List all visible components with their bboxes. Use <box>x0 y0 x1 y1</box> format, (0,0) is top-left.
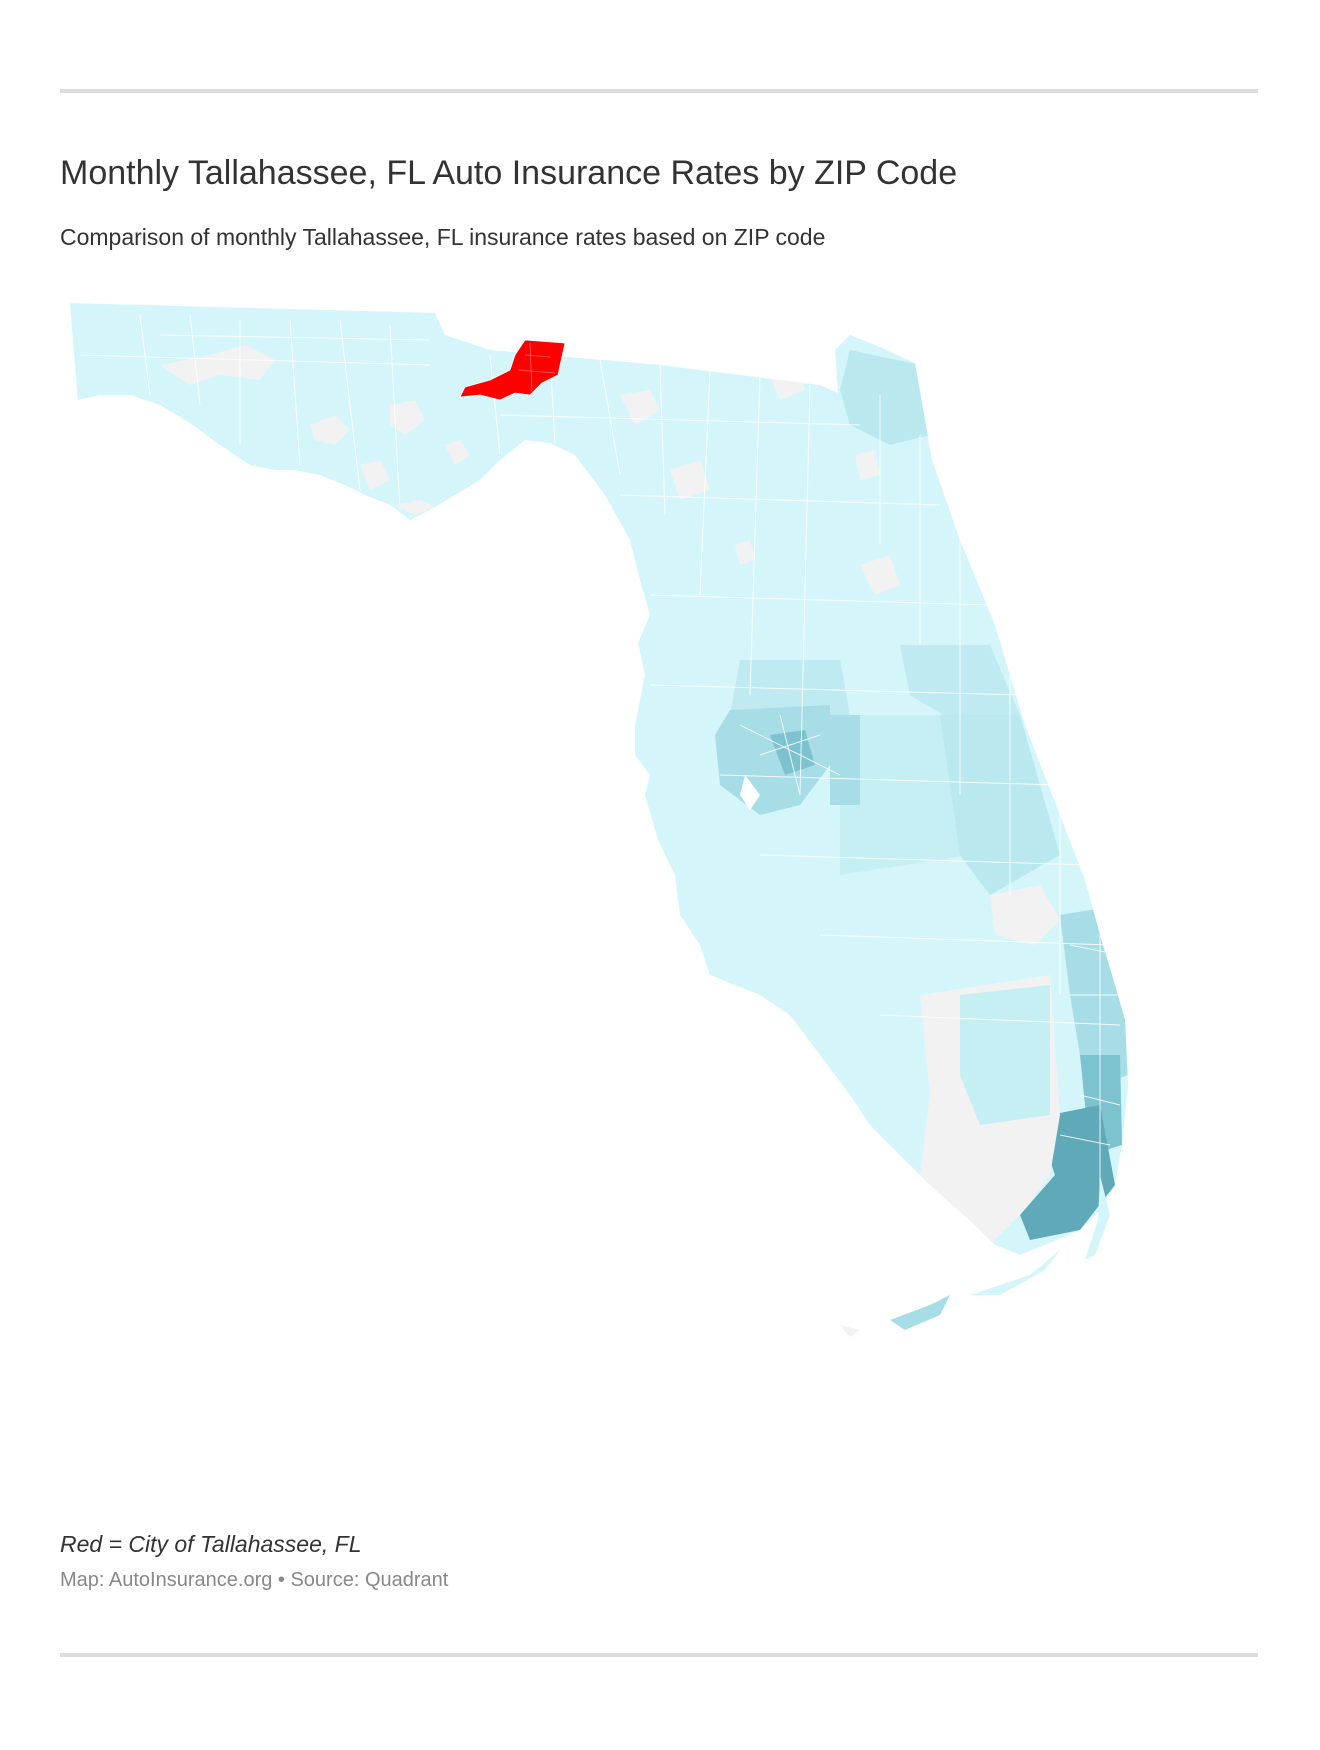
southwest-inland-zips <box>960 985 1050 1125</box>
central-south-zips <box>840 715 970 875</box>
no-data-region <box>445 440 470 465</box>
map-credit: Map: AutoInsurance.org • Source: Quadran… <box>60 1569 449 1591</box>
jacksonville-zips <box>840 350 930 445</box>
tampa-east-zips <box>830 715 860 805</box>
keys-island <box>890 1295 950 1330</box>
east-central-zips <box>940 715 1060 895</box>
florida-zip-map <box>60 295 1260 1495</box>
no-data-region <box>860 555 900 595</box>
no-data-region <box>735 540 755 565</box>
no-data-region <box>390 400 425 435</box>
no-data-region <box>310 415 350 445</box>
keys-east <box>1085 1175 1110 1260</box>
no-data-region <box>160 345 275 385</box>
no-data-region <box>670 460 710 500</box>
no-data-region <box>1010 630 1045 685</box>
zip-region-layer <box>160 345 1128 1245</box>
no-data-region <box>855 450 880 480</box>
no-data-region <box>360 460 390 490</box>
page-subtitle: Comparison of monthly Tallahassee, FL in… <box>60 224 826 250</box>
no-data-region <box>620 390 660 425</box>
zip-boundaries <box>79 314 1121 1195</box>
tampa-core-zips <box>770 730 815 775</box>
bottom-divider <box>60 1653 1258 1657</box>
tallahassee-zip-lines <box>517 342 556 394</box>
lake-okeechobee <box>990 885 1060 945</box>
tampa-bay-water <box>740 775 760 810</box>
top-divider <box>60 89 1258 93</box>
legend-note: Red = City of Tallahassee, FL <box>60 1531 362 1557</box>
keys-island <box>840 1325 860 1337</box>
page-title: Monthly Tallahassee, FL Auto Insurance R… <box>60 154 958 192</box>
island <box>395 500 435 515</box>
miami-dade-zips <box>1020 1105 1115 1240</box>
tallahassee-highlight <box>459 339 566 401</box>
keys-island <box>970 1250 1060 1295</box>
map-svg <box>70 303 1128 1337</box>
